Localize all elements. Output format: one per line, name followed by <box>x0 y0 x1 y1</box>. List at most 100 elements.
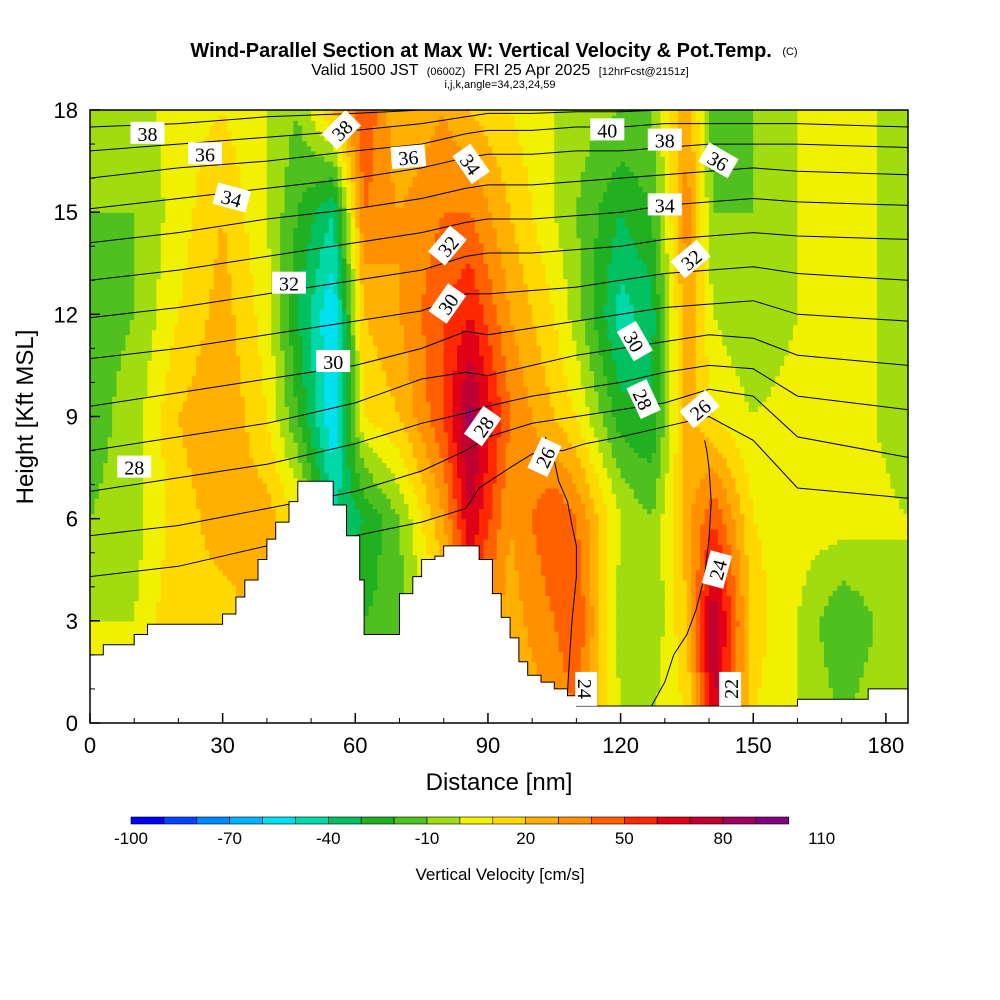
field-cell <box>139 294 144 300</box>
field-cell <box>94 233 99 239</box>
field-cell <box>112 447 117 453</box>
field-cell <box>147 227 152 233</box>
field-cell <box>90 120 95 126</box>
field-cell <box>147 299 152 305</box>
field-cell <box>121 345 126 351</box>
field-cell <box>117 524 122 530</box>
subtitle-lead: Valid 1500 JST <box>311 62 419 79</box>
field-cell <box>152 217 157 223</box>
field-cell <box>134 575 139 581</box>
field-cell <box>117 493 122 499</box>
field-cell <box>130 258 135 264</box>
field-cell <box>147 248 152 254</box>
field-cell <box>134 192 139 198</box>
field-cell <box>94 340 99 346</box>
field-cell <box>152 534 157 540</box>
field-cell <box>121 340 126 346</box>
field-cell <box>112 626 117 632</box>
field-cell <box>112 253 117 259</box>
field-cell <box>130 325 135 331</box>
field-cell <box>134 335 139 341</box>
field-cell <box>117 294 122 300</box>
field-cell <box>108 457 113 463</box>
field-cell <box>90 263 95 269</box>
field-cell <box>94 304 99 310</box>
field-cell <box>103 636 108 642</box>
field-cell <box>112 212 117 218</box>
field-cell <box>130 345 135 351</box>
field-cell <box>99 519 104 525</box>
field-cell <box>121 514 126 520</box>
field-cell <box>121 391 126 397</box>
field-cell <box>134 227 139 233</box>
field-cell <box>125 309 130 315</box>
field-cell <box>143 544 148 550</box>
field-cell <box>103 376 108 382</box>
field-cell <box>125 207 130 213</box>
field-cell <box>121 258 126 264</box>
field-cell <box>94 120 99 126</box>
field-cell <box>108 227 113 233</box>
field-cell <box>125 222 130 228</box>
field-cell <box>112 386 117 392</box>
field-cell <box>94 299 99 305</box>
field-cell <box>139 258 144 264</box>
field-cell <box>134 146 139 152</box>
field-cell <box>103 136 108 142</box>
field-cell <box>125 212 130 218</box>
field-cell <box>112 478 117 484</box>
field-cell <box>112 217 117 223</box>
field-cell <box>125 141 130 147</box>
field-cell <box>125 192 130 198</box>
field-cell <box>143 580 148 586</box>
field-cell <box>108 621 113 627</box>
field-cell <box>108 452 113 458</box>
field-cell <box>121 319 126 325</box>
field-cell <box>125 406 130 412</box>
field-cell <box>112 141 117 147</box>
field-cell <box>108 166 113 172</box>
field-cell <box>103 478 108 484</box>
field-cell <box>112 136 117 142</box>
field-cell <box>112 616 117 622</box>
field-cell <box>103 503 108 509</box>
field-cell <box>90 136 95 142</box>
field-cell <box>90 422 95 428</box>
field-cell <box>90 483 95 489</box>
field-cell <box>108 554 113 560</box>
field-cell <box>134 294 139 300</box>
field-cell <box>152 575 157 581</box>
chart-figure: Wind-Parallel Section at Max W: Vertical… <box>0 0 1000 1000</box>
field-cell <box>125 110 130 116</box>
field-cell <box>125 268 130 274</box>
field-cell <box>94 595 99 601</box>
field-cell <box>94 386 99 392</box>
field-cell <box>152 437 157 443</box>
chart-subtitle: Valid 1500 JST (0600Z) FRI 25 Apr 2025 [… <box>311 62 688 79</box>
field-cell <box>103 182 108 188</box>
field-cell <box>112 534 117 540</box>
field-cell <box>143 304 148 310</box>
field-cell <box>112 529 117 535</box>
chart-title-group: Wind-Parallel Section at Max W: Vertical… <box>190 40 797 62</box>
field-cell <box>125 294 130 300</box>
field-cell <box>125 631 130 637</box>
field-cell <box>94 391 99 397</box>
field-cell <box>112 457 117 463</box>
field-cell <box>147 115 152 121</box>
field-cell <box>152 519 157 525</box>
field-cell <box>139 493 144 499</box>
field-cell <box>103 309 108 315</box>
field-cell <box>112 360 117 366</box>
field-cell <box>139 192 144 198</box>
field-cell <box>143 427 148 433</box>
field-cell <box>103 222 108 228</box>
field-cell <box>139 539 144 545</box>
field-cell <box>121 156 126 162</box>
field-cell <box>108 381 113 387</box>
field-cell <box>134 493 139 499</box>
field-cell <box>103 355 108 361</box>
field-cell <box>94 544 99 550</box>
field-cell <box>108 330 113 336</box>
field-cell <box>139 498 144 504</box>
